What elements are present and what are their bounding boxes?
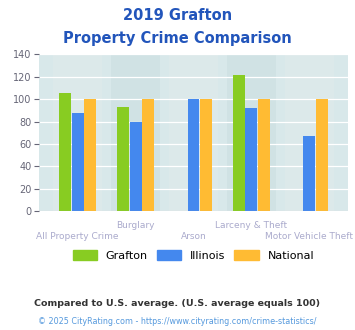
Bar [53, 54, 102, 211]
Bar [233, 75, 245, 211]
Text: Arson: Arson [181, 232, 206, 241]
Bar [111, 54, 160, 211]
Text: © 2025 CityRating.com - https://www.cityrating.com/crime-statistics/: © 2025 CityRating.com - https://www.city… [38, 317, 317, 326]
Bar [84, 99, 96, 211]
Bar [117, 107, 129, 211]
Text: Compared to U.S. average. (U.S. average equals 100): Compared to U.S. average. (U.S. average … [34, 299, 321, 308]
Text: Burglary: Burglary [116, 221, 155, 230]
Bar [142, 99, 154, 211]
Bar [245, 108, 257, 211]
Bar [285, 54, 334, 211]
Legend: Grafton, Illinois, National: Grafton, Illinois, National [68, 246, 319, 265]
Text: Property Crime Comparison: Property Crime Comparison [63, 31, 292, 46]
Bar [258, 99, 270, 211]
Text: All Property Crime: All Property Crime [37, 232, 119, 241]
Bar [59, 92, 71, 211]
Bar [72, 113, 84, 211]
Bar [200, 99, 212, 211]
Text: Motor Vehicle Theft: Motor Vehicle Theft [265, 232, 353, 241]
Bar [303, 136, 315, 211]
Bar [227, 54, 276, 211]
Bar [187, 99, 200, 211]
Bar [169, 54, 218, 211]
Bar [130, 122, 142, 211]
Text: 2019 Grafton: 2019 Grafton [123, 8, 232, 23]
Text: Larceny & Theft: Larceny & Theft [215, 221, 288, 230]
Bar [316, 99, 328, 211]
